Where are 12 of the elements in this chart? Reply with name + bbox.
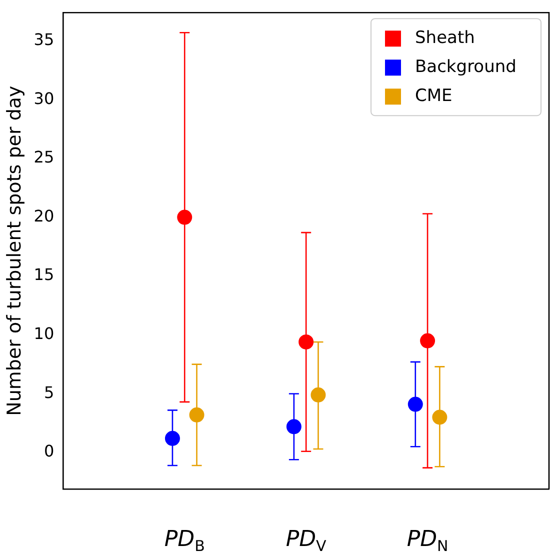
- y-tick-label: 20: [34, 206, 54, 226]
- y-tick-label: 0: [44, 442, 54, 461]
- y-tick-label: 10: [34, 324, 54, 344]
- y-tick-label: 35: [34, 30, 54, 49]
- y-tick-label: 30: [34, 88, 54, 108]
- legend-label: Sheath: [415, 28, 475, 48]
- y-axis-title: Number of turbulent spots per day: [3, 86, 26, 416]
- legend-label: Background: [415, 57, 516, 78]
- y-tick-label: 15: [34, 265, 54, 284]
- legend-label: CME: [415, 86, 452, 106]
- y-tick-label: 25: [34, 148, 54, 167]
- y-tick-label: 5: [44, 382, 54, 402]
